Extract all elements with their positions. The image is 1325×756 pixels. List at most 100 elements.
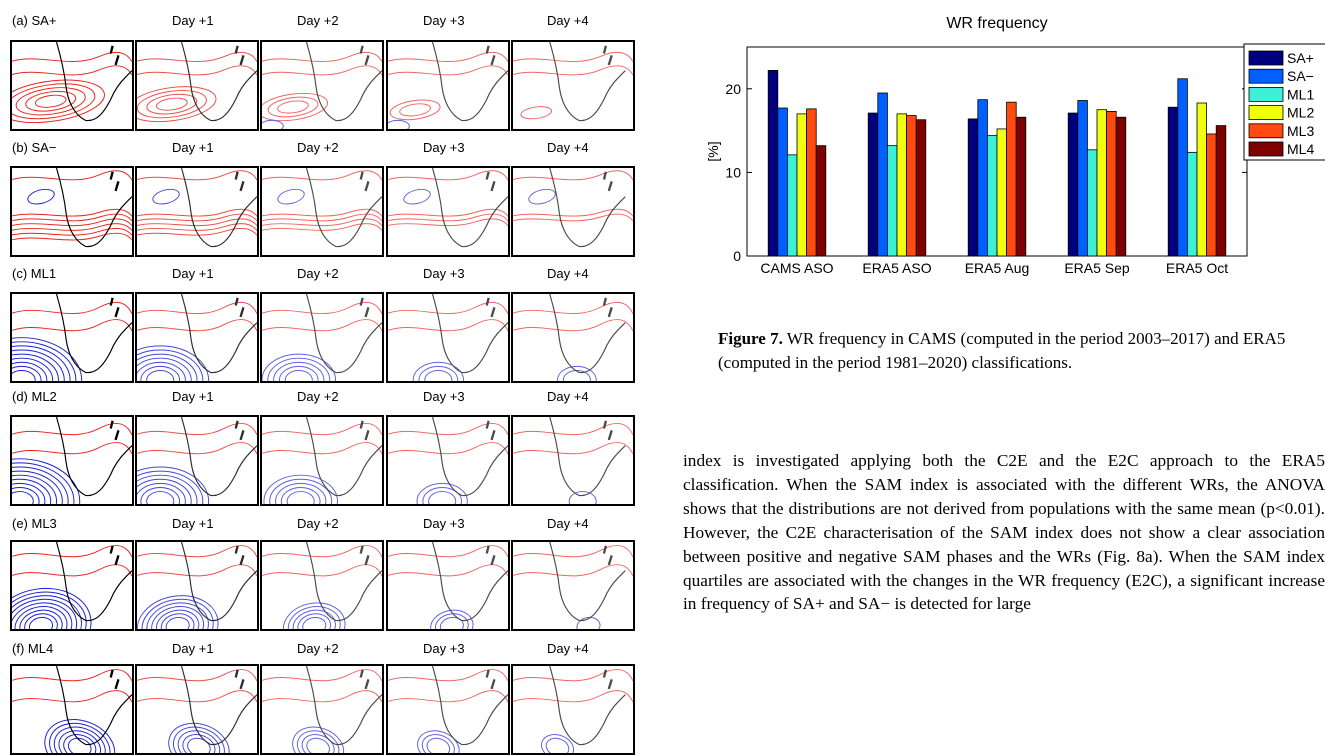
bar bbox=[915, 119, 927, 257]
contour-map bbox=[12, 168, 132, 248]
contour-map-panel bbox=[135, 166, 259, 257]
contour-map-panel bbox=[386, 540, 510, 631]
contour-map bbox=[12, 417, 132, 504]
panel-day-label: Day +3 bbox=[423, 516, 465, 531]
legend-label: ML3 bbox=[1287, 123, 1314, 139]
contour-map bbox=[388, 42, 508, 129]
contour-map-panel bbox=[10, 664, 134, 755]
contour-map-panel bbox=[10, 40, 134, 131]
bar bbox=[896, 113, 908, 257]
bar bbox=[886, 145, 898, 257]
contour-map-panel bbox=[10, 292, 134, 383]
contour-map-panel bbox=[511, 415, 635, 506]
bar bbox=[1177, 78, 1188, 257]
contour-map-panel bbox=[10, 166, 134, 257]
bar bbox=[986, 135, 998, 257]
legend-label: ML4 bbox=[1287, 141, 1314, 157]
panel-day-label: Day +1 bbox=[172, 140, 214, 155]
bar bbox=[1086, 149, 1098, 257]
bar bbox=[1115, 116, 1127, 257]
bar bbox=[867, 112, 879, 257]
legend-swatch bbox=[1248, 87, 1284, 102]
panel-day-label: Day +4 bbox=[547, 140, 589, 155]
x-tick-label: ERA5 Sep bbox=[1064, 260, 1130, 276]
contour-map bbox=[137, 42, 257, 123]
contour-map bbox=[12, 542, 132, 629]
legend-swatch bbox=[1248, 141, 1284, 157]
x-tick-label: ERA5 Aug bbox=[965, 260, 1030, 276]
panel-day-label: Day +2 bbox=[297, 266, 339, 281]
legend-label: SA+ bbox=[1287, 50, 1314, 66]
y-axis-label: [%] bbox=[705, 141, 721, 161]
bar bbox=[1215, 125, 1227, 257]
contour-map-panel bbox=[260, 664, 384, 755]
contour-map-panel bbox=[260, 166, 384, 257]
bar bbox=[815, 145, 827, 257]
figure-caption-text: WR frequency in CAMS (computed in the pe… bbox=[718, 329, 1286, 372]
contour-map bbox=[137, 294, 257, 381]
figure-caption: Figure 7. WR frequency in CAMS (computed… bbox=[718, 327, 1318, 375]
contour-map bbox=[388, 417, 508, 504]
panel-day-label: Day +2 bbox=[297, 140, 339, 155]
body-paragraph: index is investigated applying both the … bbox=[683, 451, 1325, 614]
panel-day-label: Day +1 bbox=[172, 641, 214, 656]
panel-day-label: Day +1 bbox=[172, 266, 214, 281]
bar bbox=[1067, 112, 1079, 257]
bar bbox=[1096, 109, 1108, 257]
panel-row-label: (d) ML2 bbox=[12, 389, 57, 404]
legend-swatch bbox=[1248, 68, 1284, 84]
contour-map bbox=[262, 168, 382, 248]
contour-map bbox=[12, 294, 132, 381]
contour-map-panel bbox=[135, 415, 259, 506]
contour-map-panel bbox=[260, 292, 384, 383]
contour-map bbox=[388, 168, 508, 248]
contour-map-panel bbox=[135, 40, 259, 131]
contour-map-panel bbox=[260, 540, 384, 631]
panel-day-label: Day +1 bbox=[172, 389, 214, 404]
x-tick-label: ERA5 ASO bbox=[862, 260, 931, 276]
legend-swatch bbox=[1248, 123, 1284, 139]
panel-day-label: Day +2 bbox=[297, 641, 339, 656]
bar bbox=[806, 108, 817, 257]
panel-day-label: Day +3 bbox=[423, 641, 465, 656]
contour-map bbox=[137, 168, 257, 248]
contour-map bbox=[262, 42, 382, 129]
contour-map-panel bbox=[10, 415, 134, 506]
contour-map bbox=[513, 542, 633, 629]
contour-map-panel bbox=[386, 40, 510, 131]
wr-frequency-chart-svg: WR frequency 0 10 20 [%] CAMS ASO ERA5 ASO ERA5… bbox=[705, 15, 1325, 276]
bar bbox=[787, 154, 798, 257]
bar bbox=[1206, 133, 1217, 257]
contour-map-panel bbox=[386, 166, 510, 257]
bar bbox=[1077, 100, 1088, 257]
contour-map bbox=[12, 42, 132, 123]
contour-map-panel bbox=[260, 40, 384, 131]
contour-map-panel bbox=[260, 415, 384, 506]
legend-label: SA− bbox=[1287, 68, 1314, 84]
panel-row-label: (b) SA− bbox=[12, 140, 57, 155]
panel-day-label: Day +4 bbox=[547, 516, 589, 531]
contour-map bbox=[388, 294, 508, 381]
bar bbox=[1015, 116, 1027, 257]
legend-label: ML1 bbox=[1287, 86, 1314, 102]
contour-map bbox=[262, 542, 382, 629]
panel-day-label: Day +3 bbox=[423, 140, 465, 155]
bar bbox=[777, 107, 788, 257]
y-tick-label: 20 bbox=[725, 81, 741, 97]
bar bbox=[796, 113, 808, 257]
x-tick-label: ERA5 Oct bbox=[1166, 260, 1228, 276]
contour-map-panel bbox=[511, 40, 635, 131]
bar bbox=[1167, 106, 1179, 257]
figure-caption-label: Figure 7. bbox=[718, 329, 783, 348]
panel-day-label: Day +2 bbox=[297, 13, 339, 28]
chart-title: WR frequency bbox=[946, 15, 1047, 32]
bar bbox=[1186, 151, 1198, 257]
bar bbox=[906, 115, 917, 257]
bar bbox=[1106, 110, 1117, 257]
panel-day-label: Day +2 bbox=[297, 389, 339, 404]
contour-map bbox=[262, 666, 382, 753]
y-tick-label: 0 bbox=[733, 248, 741, 264]
contour-map-panel bbox=[511, 540, 635, 631]
contour-map bbox=[513, 168, 633, 248]
x-tick-label: CAMS ASO bbox=[760, 260, 833, 276]
